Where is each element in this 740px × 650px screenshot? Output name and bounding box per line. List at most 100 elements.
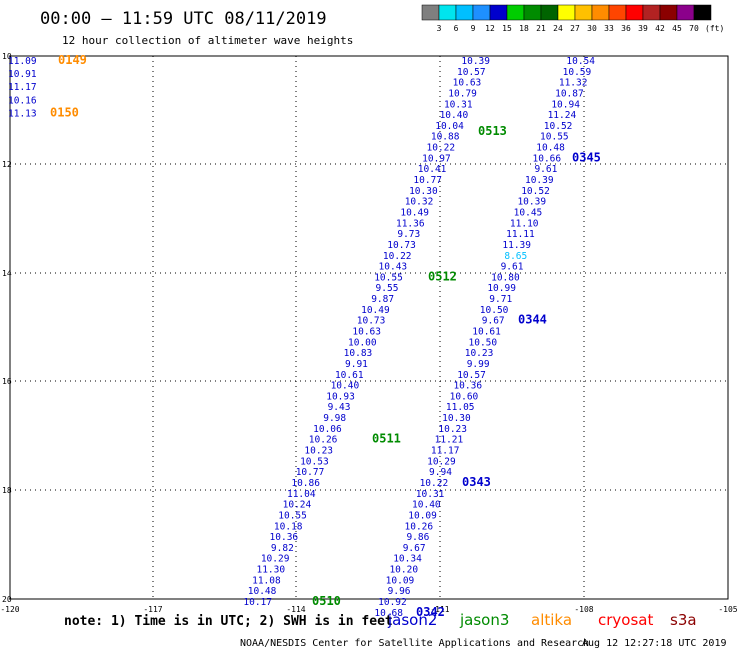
wave-height-value: 10.34 xyxy=(393,554,422,565)
wave-height-value: 10.29 xyxy=(427,456,456,467)
colorbar-label: 21 xyxy=(536,24,546,33)
wave-height-value: 10.55 xyxy=(374,272,403,283)
wave-height-value: 10.54 xyxy=(566,56,595,67)
wave-height-value: 10.31 xyxy=(444,99,473,110)
wave-height-value: 11.39 xyxy=(502,240,531,251)
wave-height-value: 10.55 xyxy=(278,510,307,521)
wave-height-value: 9.91 xyxy=(345,359,368,370)
pass-time-label: 0150 xyxy=(50,105,79,119)
colorbar-swatch xyxy=(659,4,678,21)
wave-height-value: 10.94 xyxy=(551,99,580,110)
wave-height-value: 9.82 xyxy=(271,543,294,554)
wave-height-value: 11.08 xyxy=(252,575,281,586)
colorbar-label: 12 xyxy=(485,24,495,33)
wave-height-value: 10.77 xyxy=(296,467,325,478)
wave-height-value: 11.21 xyxy=(435,435,464,446)
wave-height-value: 10.73 xyxy=(387,240,416,251)
wave-height-value: 11.32 xyxy=(559,78,588,89)
wave-height-value: 10.20 xyxy=(389,565,418,576)
wave-height-value: 10.24 xyxy=(283,500,312,511)
wave-height-value: 10.04 xyxy=(435,121,464,132)
wave-height-value: 9.94 xyxy=(429,467,452,478)
legend-item-cryosat: cryosat xyxy=(598,611,653,629)
legend-item-s3a: s3a xyxy=(670,611,697,629)
wave-height-value: 10.41 xyxy=(418,164,447,175)
colorbar-swatch xyxy=(455,4,474,21)
wave-height-value: 10.99 xyxy=(487,283,516,294)
wave-height-value: 10.06 xyxy=(313,424,342,435)
wave-height-value: 9.67 xyxy=(482,316,505,327)
wave-height-value: 9.71 xyxy=(489,294,512,305)
longitude-tick-label: -111 xyxy=(430,605,449,614)
pass-time-label: 0343 xyxy=(462,475,491,489)
wave-height-value: 11.24 xyxy=(548,110,577,121)
wave-height-value: 10.45 xyxy=(514,207,543,218)
colorbar-label: 9 xyxy=(471,24,476,33)
wave-height-value: 10.86 xyxy=(291,478,320,489)
wave-height-value: 10.16 xyxy=(8,95,37,106)
pass-time-label: 0342 xyxy=(416,605,445,619)
wave-height-value: 9.61 xyxy=(534,164,557,175)
colorbar-label: 36 xyxy=(621,24,631,33)
wave-height-value: 11.04 xyxy=(287,489,316,500)
pass-time-label: 0512 xyxy=(428,269,457,283)
wave-height-value: 10.23 xyxy=(465,348,494,359)
wave-height-value: 10.48 xyxy=(536,143,565,154)
colorbar-label: 45 xyxy=(672,24,682,33)
wave-height-value: 10.17 xyxy=(243,597,272,608)
wave-height-value: 11.17 xyxy=(431,446,460,457)
colorbar-label: 3 xyxy=(437,24,442,33)
pass-time-label: 0149 xyxy=(58,53,87,67)
wave-height-value: 11.13 xyxy=(8,108,37,119)
pass-time-label: 0344 xyxy=(518,313,547,327)
wave-height-value: 10.43 xyxy=(379,262,408,273)
wave-height-value: 10.83 xyxy=(344,348,373,359)
longitude-tick-label: -105 xyxy=(718,605,737,614)
wave-height-value: 10.09 xyxy=(386,575,415,586)
wave-height-value: 11.09 xyxy=(8,56,37,67)
wave-height-value: 10.61 xyxy=(335,370,364,381)
longitude-tick-label: -108 xyxy=(574,605,593,614)
wave-height-value: 10.39 xyxy=(517,197,546,208)
colorbar-label: 30 xyxy=(587,24,597,33)
wave-height-value: 10.00 xyxy=(348,337,377,348)
colorbar-swatch xyxy=(676,4,695,21)
wave-height-value: 10.31 xyxy=(416,489,445,500)
colorbar-swatch xyxy=(540,4,559,21)
latitude-tick-label: 10 xyxy=(2,52,12,61)
wave-height-value: 10.97 xyxy=(422,153,451,164)
wave-height-value: 10.09 xyxy=(408,510,437,521)
wave-height-value: 10.26 xyxy=(309,435,338,446)
pass-time-label: 0510 xyxy=(312,594,341,608)
wave-height-value: 10.77 xyxy=(413,175,442,186)
legend-item-altika: altika xyxy=(531,611,572,629)
colorbar-swatch xyxy=(489,4,508,21)
pass-time-label: 0511 xyxy=(372,432,401,446)
colorbar-label: 70 xyxy=(689,24,699,33)
wave-height-value: 10.26 xyxy=(405,521,434,532)
colorbar-swatch xyxy=(506,4,525,21)
wave-height-value: 10.52 xyxy=(544,121,573,132)
wave-height-value: 10.39 xyxy=(461,56,490,67)
colorbar-swatch xyxy=(472,4,491,21)
colorbar-label: 27 xyxy=(570,24,580,33)
satellite-tracks: 11.0910.9111.1710.1611.130149015010.3910… xyxy=(8,53,601,619)
wave-height-value: 10.50 xyxy=(469,337,498,348)
wave-height-value: 9.67 xyxy=(403,543,426,554)
wave-height-value: 10.50 xyxy=(480,305,509,316)
wave-height-value: 10.22 xyxy=(383,251,412,262)
wave-height-value: 11.17 xyxy=(8,82,37,93)
map-frame xyxy=(9,55,729,600)
wave-height-value: 10.59 xyxy=(563,67,592,78)
colorbar-label: 39 xyxy=(638,24,648,33)
map-title: 00:00 – 11:59 UTC 08/11/2019 xyxy=(40,9,327,29)
legend-note: note: 1) Time is in UTC; 2) SWH is in fe… xyxy=(64,614,393,629)
wave-height-value: 10.30 xyxy=(409,186,438,197)
wave-height-value: 10.68 xyxy=(374,608,403,619)
wave-height-value: 9.61 xyxy=(501,262,524,273)
wave-height-value: 10.23 xyxy=(304,446,333,457)
wave-height-value: 10.49 xyxy=(361,305,390,316)
wave-height-value: 10.39 xyxy=(525,175,554,186)
wave-height-value: 10.40 xyxy=(331,381,360,392)
